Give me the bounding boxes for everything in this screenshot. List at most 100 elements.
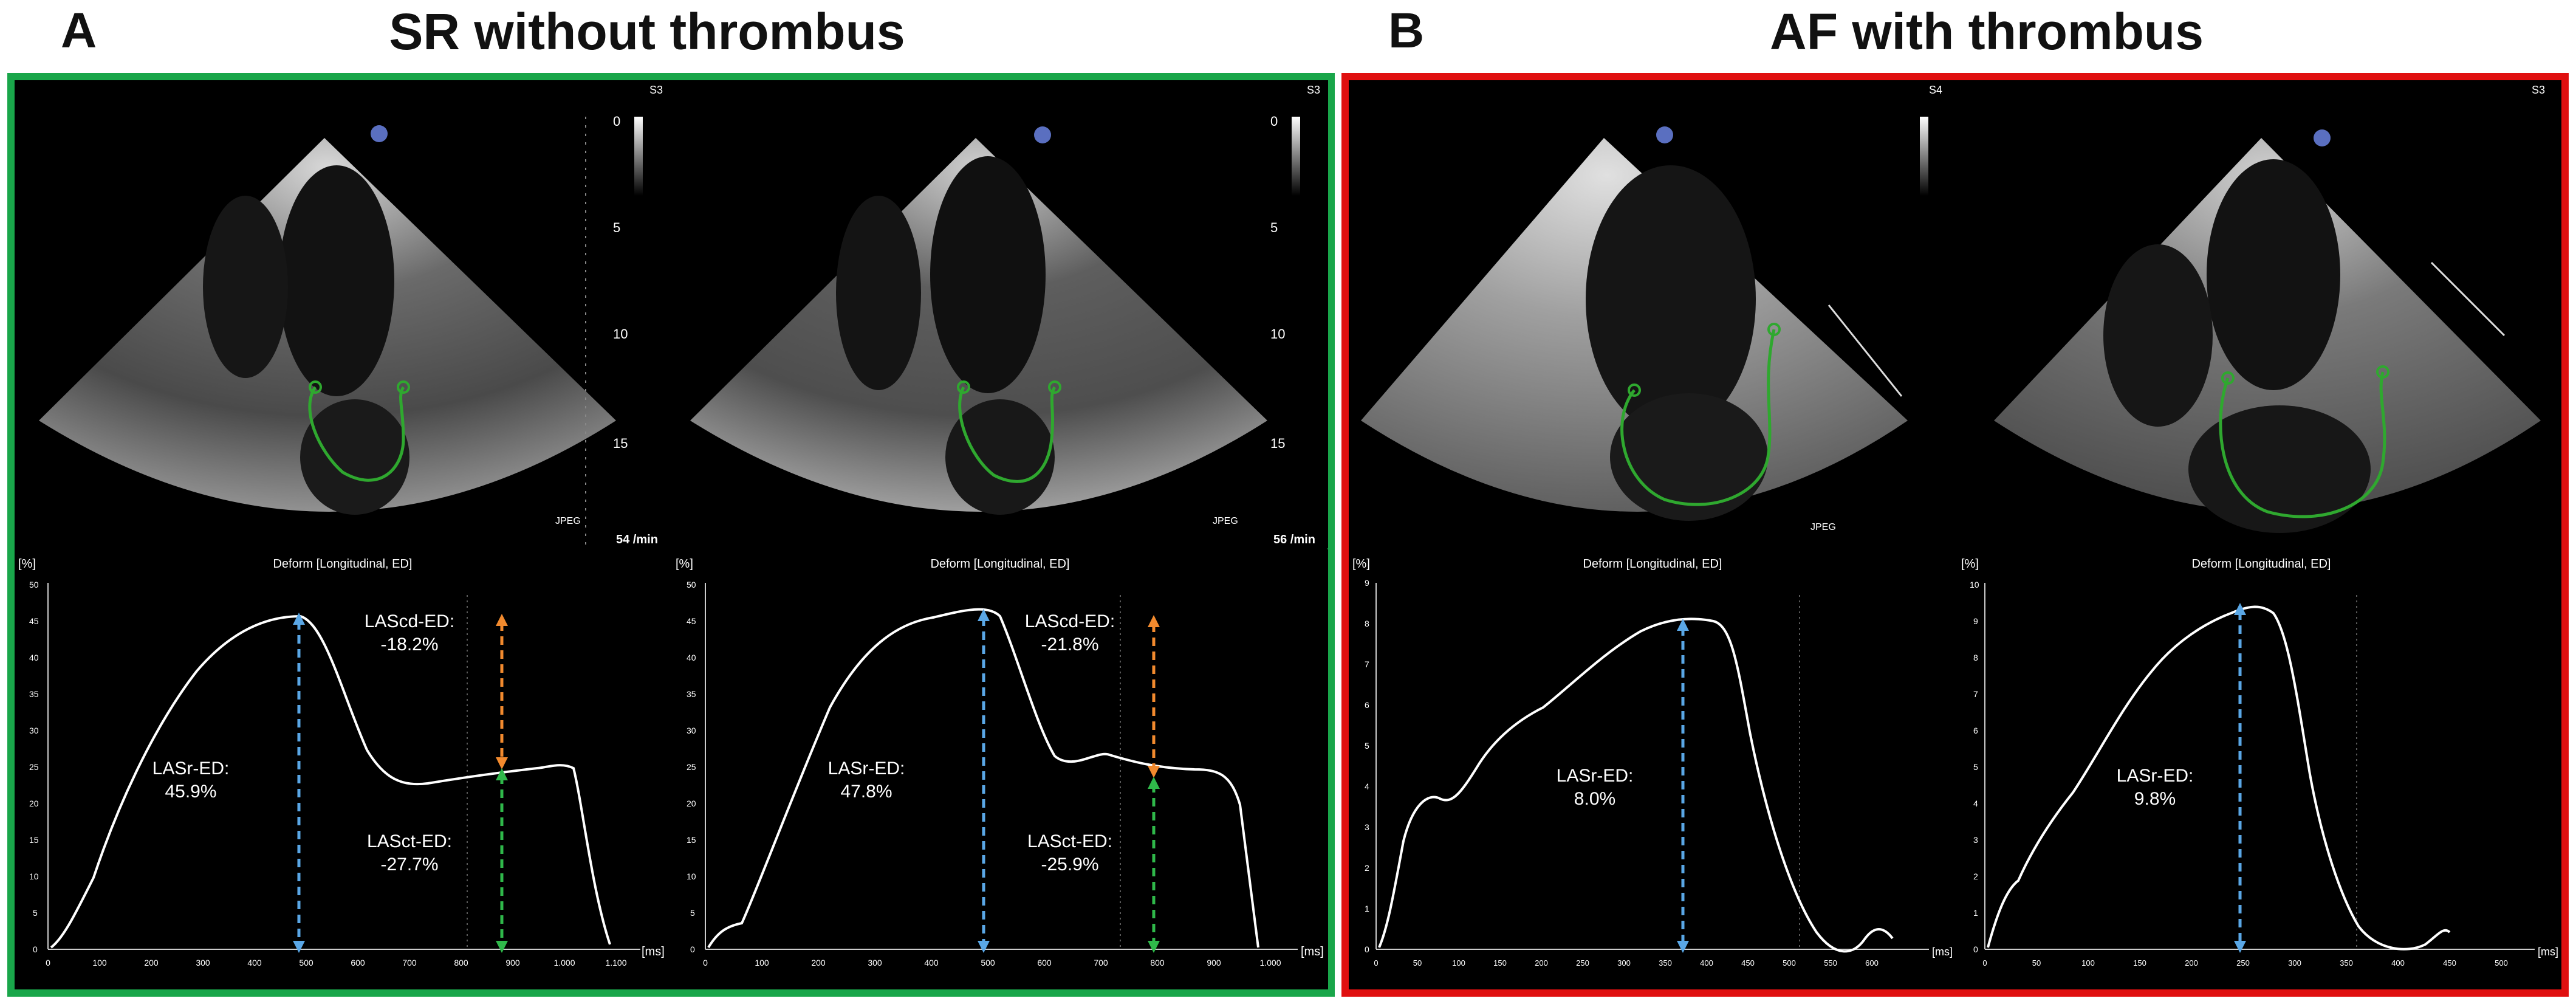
svg-text:20: 20: [687, 799, 696, 808]
svg-text:500: 500: [2495, 958, 2508, 968]
svg-text:900: 900: [505, 958, 520, 968]
svg-text:15: 15: [1270, 436, 1285, 451]
svg-text:0: 0: [33, 944, 38, 954]
svg-text:6: 6: [1973, 726, 1978, 735]
svg-text:500: 500: [299, 958, 313, 968]
svg-text:25: 25: [29, 762, 39, 772]
svg-text:400: 400: [2391, 958, 2405, 968]
lasr-label: LASr-ED:: [152, 758, 230, 779]
svg-text:400: 400: [247, 958, 262, 968]
x-ticks: 0 100 200 300 400 500 600 700 800 900 1.…: [703, 958, 1281, 968]
svg-text:25: 25: [687, 762, 696, 772]
atrium-cavity: [945, 399, 1055, 515]
lasr-label: LASr-ED:: [828, 758, 905, 779]
echo-image-a-left: 0 5 10 15 S3 JPEG 54 /min: [15, 80, 671, 548]
svg-text:[%]: [%]: [1352, 557, 1370, 571]
svg-text:550: 550: [1824, 958, 1837, 968]
svg-text:15: 15: [613, 436, 628, 451]
svg-text:1.000: 1.000: [553, 958, 575, 968]
svg-text:5: 5: [33, 908, 38, 918]
svg-text:[ms]: [ms]: [2538, 946, 2558, 958]
svg-text:S4: S4: [1929, 84, 1942, 96]
svg-text:1.000: 1.000: [1259, 958, 1281, 968]
lascd-label: LAScd-ED:: [365, 611, 454, 631]
svg-text:50: 50: [29, 580, 39, 590]
svg-text:5: 5: [1270, 220, 1278, 235]
svg-text:0: 0: [1973, 944, 1978, 954]
svg-text:200: 200: [811, 958, 826, 968]
echo-image-b-right: S3: [1958, 80, 2561, 548]
svg-text:200: 200: [144, 958, 159, 968]
svg-text:9: 9: [1365, 578, 1369, 588]
svg-text:300: 300: [868, 958, 882, 968]
svg-text:0: 0: [703, 958, 708, 968]
svg-text:300: 300: [2288, 958, 2301, 968]
svg-text:0: 0: [690, 944, 695, 954]
svg-text:700: 700: [402, 958, 417, 968]
ventricle-cavity: [279, 165, 394, 396]
svg-text:2: 2: [1365, 863, 1369, 873]
svg-text:0: 0: [46, 958, 50, 968]
lasr-label: LASr-ED:: [1557, 766, 1634, 786]
svg-text:JPEG: JPEG: [1213, 516, 1238, 526]
strain-graph-b-left: [%] Deform [Longitudinal, ED] [ms] 0 1 2…: [1349, 549, 1956, 989]
svg-text:700: 700: [1094, 958, 1108, 968]
svg-text:10: 10: [1270, 326, 1285, 342]
svg-text:200: 200: [1535, 958, 1548, 968]
strain-graph-b-right: [%] Deform [Longitudinal, ED] [ms] 0 1 2…: [1958, 549, 2561, 989]
svg-text:40: 40: [29, 653, 39, 662]
y-ticks: 0 5 10 15 20 25 30 35 40 45 50: [29, 580, 39, 954]
svg-text:0: 0: [613, 114, 620, 129]
y-ticks: 0 1 2 3 4 5 6 7 8 9 10: [1970, 580, 1979, 954]
svg-text:10: 10: [613, 326, 628, 342]
lasct-label: LASct-ED:: [1027, 831, 1112, 851]
lasr-value: 47.8%: [840, 782, 892, 802]
svg-text:150: 150: [2133, 958, 2146, 968]
svg-text:2: 2: [1973, 872, 1978, 881]
svg-text:[ms]: [ms]: [642, 945, 665, 958]
svg-text:10: 10: [687, 872, 696, 881]
svg-text:800: 800: [1150, 958, 1165, 968]
svg-text:[ms]: [ms]: [1932, 946, 1953, 958]
lasr-label: LASr-ED:: [2117, 766, 2194, 786]
y-ticks: 0 5 10 15 20 25 30 35 40 45 50: [687, 580, 696, 954]
strain-curve: [1378, 617, 1894, 953]
atrium-cavity: [300, 399, 409, 515]
svg-text:35: 35: [687, 689, 696, 699]
lascd-label: LAScd-ED:: [1025, 611, 1115, 631]
svg-text:50: 50: [1413, 958, 1422, 968]
svg-text:600: 600: [1865, 958, 1879, 968]
svg-text:7: 7: [1973, 689, 1978, 699]
svg-text:50: 50: [2032, 958, 2041, 968]
svg-text:30: 30: [687, 726, 696, 735]
ventricle-cavity: [2207, 159, 2340, 390]
svg-text:8: 8: [1365, 619, 1369, 628]
svg-text:8: 8: [1973, 653, 1978, 662]
svg-text:4: 4: [1365, 782, 1369, 791]
atrium-cavity: [1610, 393, 1768, 521]
svg-text:[%]: [%]: [1961, 557, 1979, 571]
svg-text:250: 250: [2236, 958, 2250, 968]
svg-text:30: 30: [29, 726, 39, 735]
panel-a-title: SR without thrombus: [389, 3, 905, 60]
svg-text:[%]: [%]: [676, 557, 693, 571]
strain-curve: [707, 608, 1259, 949]
svg-text:Deform [Longitudinal, ED]: Deform [Longitudinal, ED]: [930, 557, 1069, 571]
svg-text:600: 600: [351, 958, 365, 968]
svg-text:JPEG: JPEG: [555, 516, 581, 526]
svg-text:100: 100: [755, 958, 769, 968]
svg-text:S3: S3: [649, 84, 663, 96]
svg-text:600: 600: [1037, 958, 1052, 968]
svg-text:56 /min: 56 /min: [1273, 533, 1315, 546]
svg-text:9: 9: [1973, 616, 1978, 626]
svg-text:300: 300: [1617, 958, 1631, 968]
svg-text:35: 35: [29, 689, 39, 699]
lascd-value: -18.2%: [380, 634, 438, 655]
svg-text:45: 45: [29, 616, 39, 626]
atrium-cavity: [2188, 405, 2371, 533]
strain-graph-a-right: [%] Deform [Longitudinal, ED] [ms] 0 5 1…: [672, 549, 1328, 989]
svg-text:500: 500: [1783, 958, 1796, 968]
svg-text:450: 450: [1741, 958, 1755, 968]
echo-image-a-right: 0 5 10 15 S3 JPEG 56 /min: [672, 80, 1328, 548]
svg-text:800: 800: [454, 958, 468, 968]
